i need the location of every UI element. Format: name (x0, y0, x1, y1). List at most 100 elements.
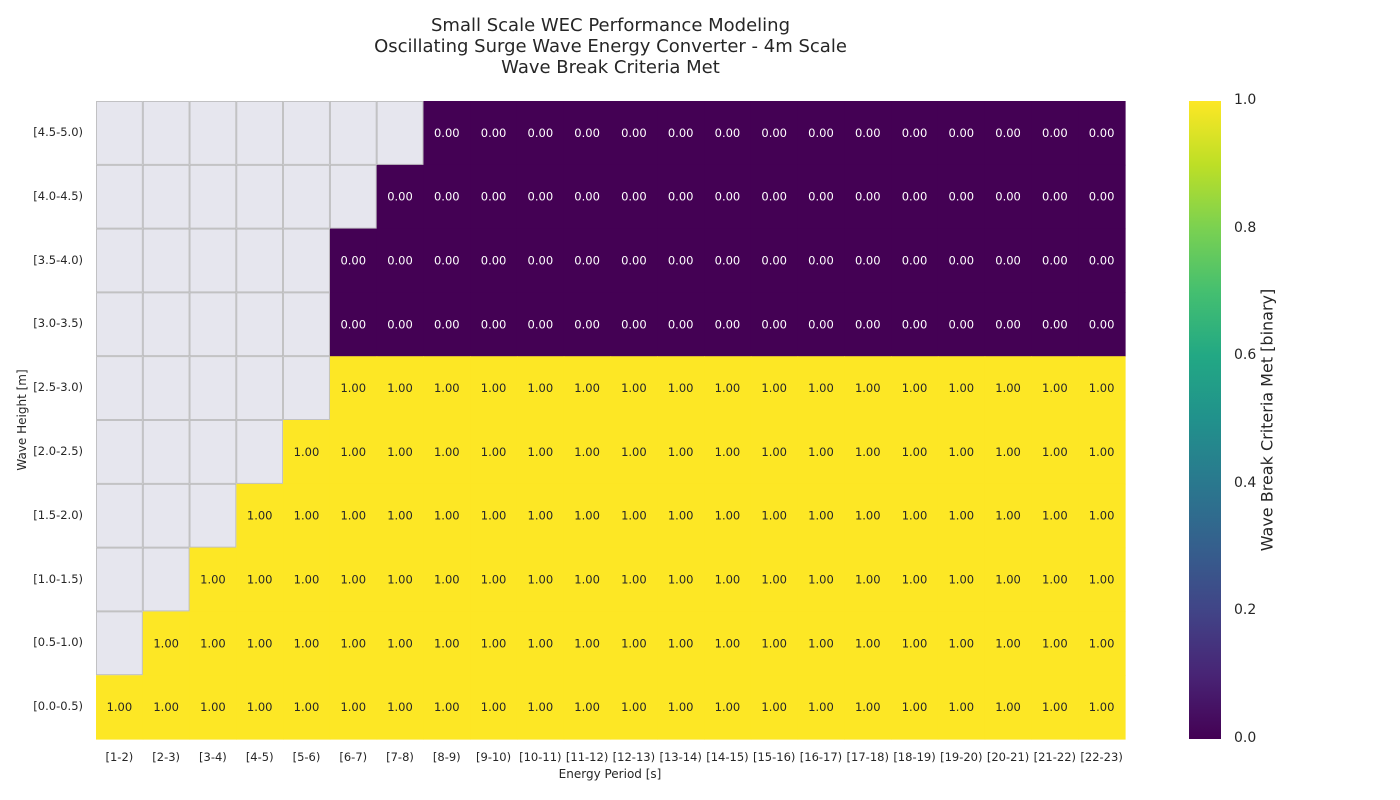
heatmap-cell (329, 675, 378, 740)
cell-value-label: 1.00 (948, 445, 974, 459)
heatmap-cell (470, 611, 518, 676)
x-tick-label: [20-21) (986, 750, 1030, 764)
heatmap-cell (142, 675, 191, 740)
cell-value-label: 0.00 (340, 317, 366, 331)
heatmap-cell (563, 483, 612, 549)
heatmap-cell (1078, 611, 1126, 676)
cell-value-label: 1.00 (1089, 509, 1115, 523)
x-tick-label: [15-16) (753, 750, 796, 764)
heatmap-cell (891, 164, 939, 230)
y-tick-label: [2.0-2.5) (33, 443, 83, 458)
x-tick-label: [18-19) (893, 750, 936, 764)
heatmap-cell (563, 420, 612, 485)
heatmap-cell (891, 228, 939, 293)
cell-value-label: 1.00 (715, 700, 741, 714)
missing-cell (189, 292, 237, 357)
missing-cell (236, 164, 283, 229)
heatmap-cell (423, 164, 471, 230)
y-tick-label: [1.5-2.0) (33, 507, 83, 522)
cell-value-label: 1.00 (902, 700, 928, 714)
cell-value-label: 1.00 (574, 573, 600, 587)
cell-value-label: 0.00 (761, 254, 787, 268)
heatmap-cell (1031, 420, 1079, 485)
missing-cell (236, 228, 283, 293)
cell-value-label: 1.00 (434, 509, 460, 523)
cell-value-label: 0.00 (808, 126, 834, 140)
heatmap-cell (891, 356, 939, 421)
cell-value-label: 1.00 (434, 573, 460, 587)
missing-cell (283, 356, 330, 420)
heatmap-cell (797, 101, 845, 166)
cell-value-label: 0.00 (902, 254, 928, 268)
cell-value-label: 1.00 (668, 573, 694, 587)
heatmap-cell (470, 101, 518, 166)
cell-value-label: 1.00 (621, 700, 647, 714)
heatmap-cell (844, 611, 892, 676)
missing-cell (142, 101, 190, 165)
cell-value-label: 1.00 (294, 509, 320, 523)
heatmap-cell (470, 675, 518, 740)
heatmap-cell (657, 483, 705, 549)
missing-cell (283, 292, 330, 357)
cell-value-label: 1.00 (902, 445, 928, 459)
x-tick-label: [16-17) (799, 750, 843, 764)
cell-value-label: 1.00 (668, 509, 694, 523)
heatmap-cell (1031, 292, 1079, 357)
heatmap-cell (750, 547, 799, 612)
y-tick-label: [0.5-1.0) (33, 635, 83, 650)
y-axis-label: Wave Height [m] (15, 369, 29, 471)
x-tick-label: [22-23) (1080, 750, 1123, 764)
cell-value-label: 1.00 (528, 509, 554, 523)
cell-value-label: 0.00 (1089, 126, 1115, 140)
heatmap-cell (329, 292, 378, 357)
cell-value-label: 1.00 (294, 573, 320, 587)
heatmap-cell (610, 101, 658, 166)
cell-value-label: 0.00 (574, 190, 600, 204)
heatmap-cell (423, 675, 471, 740)
heatmap-cell (984, 675, 1033, 740)
cell-value-label: 1.00 (387, 381, 413, 395)
heatmap-cell (750, 611, 799, 676)
cell-value-label: 0.00 (1042, 190, 1068, 204)
cell-value-label: 1.00 (434, 445, 460, 459)
missing-cell (96, 101, 143, 165)
heatmap-cell (423, 228, 471, 293)
heatmap-cell (563, 228, 612, 293)
cell-value-label: 1.00 (1089, 636, 1115, 650)
cell-value-label: 1.00 (528, 700, 554, 714)
cell-value-label: 1.00 (294, 700, 320, 714)
missing-cell (283, 228, 330, 293)
heatmap-cell (470, 420, 518, 485)
cell-value-label: 0.00 (621, 317, 647, 331)
heatmap-cell (797, 483, 845, 549)
heatmap-cell (937, 611, 986, 676)
cell-value-label: 1.00 (528, 636, 554, 650)
cell-value-label: 1.00 (808, 445, 834, 459)
heatmap-cell (376, 547, 425, 612)
heatmap-cell (704, 292, 752, 357)
heatmap-cell (1031, 228, 1079, 293)
chart-title-line-2: Oscillating Surge Wave Energy Converter … (374, 36, 847, 57)
cell-value-label: 1.00 (574, 445, 600, 459)
heatmap-cell (984, 101, 1033, 166)
heatmap-cell (1031, 675, 1079, 740)
cell-value-label: 1.00 (715, 636, 741, 650)
heatmap-cell (750, 675, 799, 740)
heatmap-cell (470, 292, 518, 357)
cell-value-label: 1.00 (668, 636, 694, 650)
cell-value-label: 1.00 (808, 700, 834, 714)
cell-value-label: 1.00 (621, 573, 647, 587)
x-axis-label: Energy Period [s] (558, 767, 662, 781)
y-tick-label: [4.0-4.5) (33, 188, 83, 203)
heatmap-cell (376, 483, 425, 549)
heatmap-cell (937, 356, 986, 421)
heatmap-cell (423, 101, 471, 166)
heatmap-cell (750, 356, 799, 421)
heatmap-cell (516, 292, 565, 357)
x-tick-label: [19-20) (940, 750, 983, 764)
heatmap-cell (1078, 483, 1126, 549)
heatmap-cell (1078, 164, 1126, 230)
cell-value-label: 0.00 (761, 190, 787, 204)
missing-cell (96, 228, 143, 293)
cell-value-label: 0.00 (481, 317, 507, 331)
